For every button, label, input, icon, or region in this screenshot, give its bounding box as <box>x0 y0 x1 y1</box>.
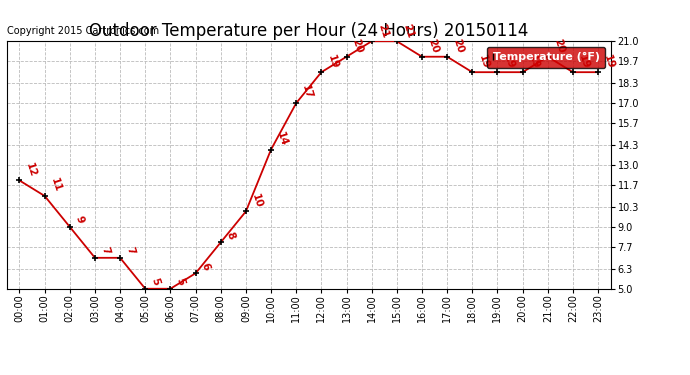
Text: 6: 6 <box>199 261 212 271</box>
Text: 19: 19 <box>577 53 591 70</box>
Text: 12: 12 <box>23 161 38 178</box>
Text: 19: 19 <box>326 53 339 70</box>
Text: 14: 14 <box>275 130 289 147</box>
Text: Copyright 2015 Cartronics.com: Copyright 2015 Cartronics.com <box>7 26 159 36</box>
Text: 19: 19 <box>477 53 491 70</box>
Text: 19: 19 <box>526 53 541 70</box>
Text: 20: 20 <box>451 38 465 54</box>
Text: 11: 11 <box>49 177 63 194</box>
Text: 10: 10 <box>250 192 264 209</box>
Text: 20: 20 <box>351 38 365 54</box>
Legend: Temperature (°F): Temperature (°F) <box>487 47 605 68</box>
Text: 7: 7 <box>99 246 111 256</box>
Text: 21: 21 <box>376 22 390 39</box>
Text: 9: 9 <box>74 215 86 225</box>
Text: 8: 8 <box>225 230 237 240</box>
Text: 21: 21 <box>401 22 415 39</box>
Text: 19: 19 <box>602 53 616 70</box>
Text: 20: 20 <box>552 38 566 54</box>
Text: 7: 7 <box>124 246 136 256</box>
Text: 17: 17 <box>300 84 315 101</box>
Text: 5: 5 <box>150 277 161 286</box>
Text: 5: 5 <box>175 277 186 286</box>
Text: 19: 19 <box>502 53 515 70</box>
Text: 20: 20 <box>426 38 440 54</box>
Title: Outdoor Temperature per Hour (24 Hours) 20150114: Outdoor Temperature per Hour (24 Hours) … <box>89 22 529 40</box>
